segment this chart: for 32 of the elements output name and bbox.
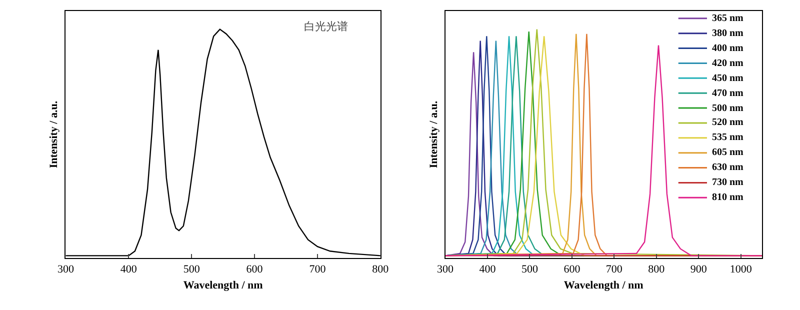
legend-label: 535 nm	[712, 132, 744, 143]
x-tick-label: 900	[690, 263, 708, 276]
legend-label: 520 nm	[712, 117, 744, 128]
annotation: 白光光谱	[304, 20, 348, 33]
legend-label: 365 nm	[712, 13, 744, 24]
x-tick-label: 500	[183, 263, 200, 276]
x-tick-label: 600	[564, 263, 581, 276]
x-tick-label: 700	[309, 263, 326, 276]
x-tick-label: 400	[479, 263, 496, 276]
x-tick-label: 300	[437, 263, 454, 276]
y-axis-title: Intensity / a.u.	[428, 100, 440, 168]
legend-label: 420 nm	[712, 58, 744, 69]
x-tick-label: 1000	[730, 263, 752, 276]
x-tick-label: 800	[648, 263, 666, 276]
legend-label: 500 nm	[712, 103, 744, 114]
legend-label: 400 nm	[712, 43, 744, 54]
x-tick-label: 500	[521, 263, 538, 276]
x-tick-label: 700	[606, 263, 623, 276]
x-tick-label: 600	[246, 263, 264, 276]
legend-label: 810 nm	[712, 192, 744, 203]
x-axis-title: Wavelength / nm	[564, 280, 644, 292]
legend-label: 470 nm	[712, 88, 744, 99]
legend-label: 380 nm	[712, 28, 744, 39]
x-axis-title: Wavelength / nm	[183, 280, 263, 292]
legend-label: 630 nm	[712, 162, 744, 173]
x-tick-label: 300	[57, 263, 74, 276]
y-axis-title: Intensity / a.u.	[48, 100, 60, 168]
legend-label: 450 nm	[712, 73, 744, 84]
legend-label: 605 nm	[712, 147, 744, 158]
x-tick-label: 400	[120, 263, 138, 276]
legend-label: 730 nm	[712, 177, 744, 188]
x-tick-label: 800	[372, 263, 390, 276]
